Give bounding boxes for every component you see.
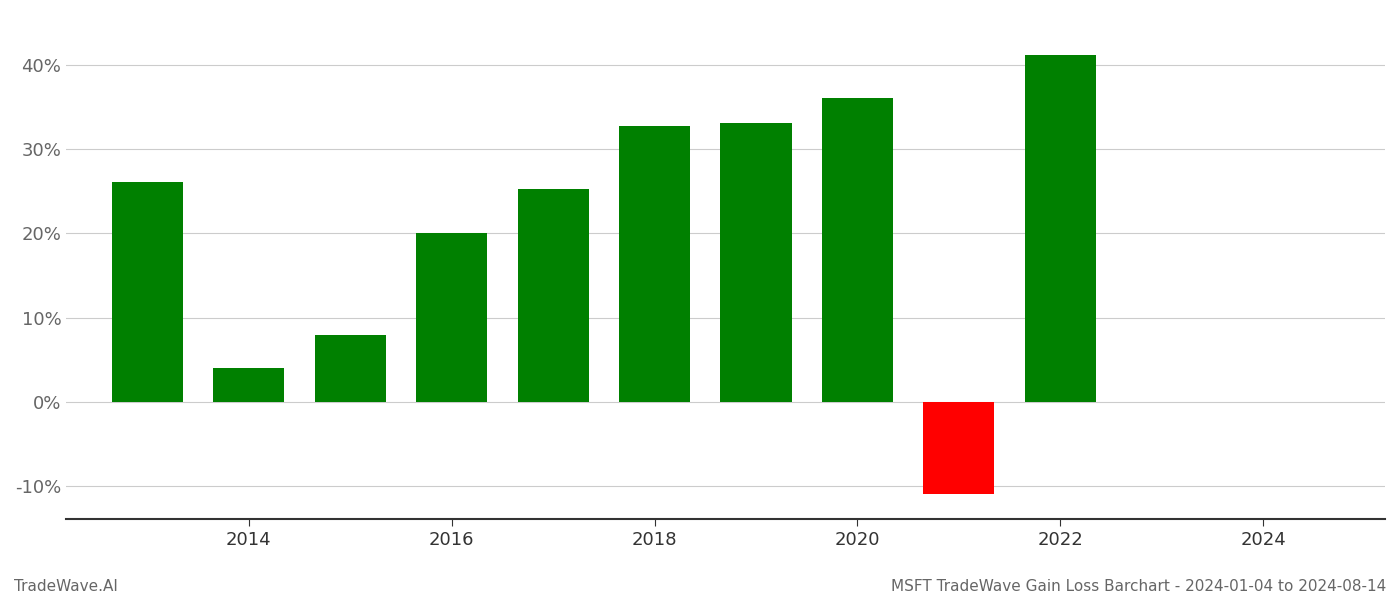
Text: MSFT TradeWave Gain Loss Barchart - 2024-01-04 to 2024-08-14: MSFT TradeWave Gain Loss Barchart - 2024… (890, 579, 1386, 594)
Bar (112, 182, 183, 401)
Bar (1025, 55, 1096, 401)
Bar (924, 401, 994, 494)
Bar (416, 233, 487, 401)
Bar (518, 189, 588, 401)
Bar (619, 126, 690, 401)
Bar (822, 98, 893, 401)
Bar (315, 335, 385, 401)
Text: TradeWave.AI: TradeWave.AI (14, 579, 118, 594)
Bar (213, 368, 284, 401)
Bar (721, 124, 791, 401)
